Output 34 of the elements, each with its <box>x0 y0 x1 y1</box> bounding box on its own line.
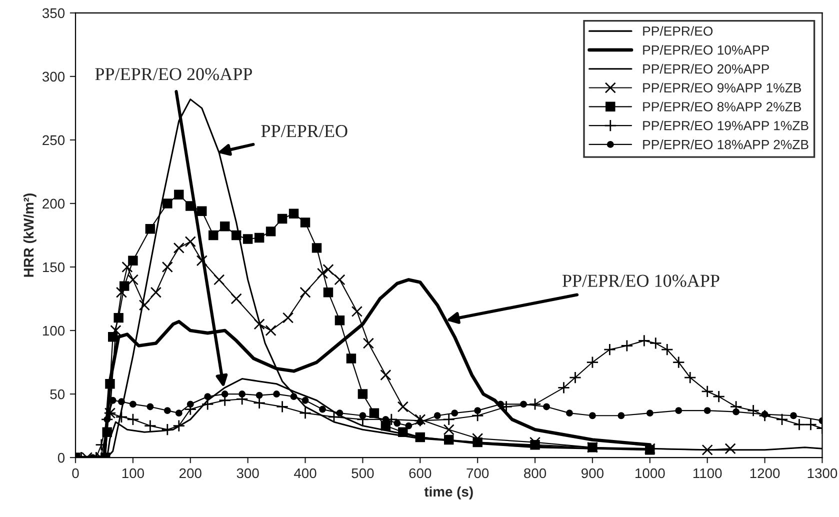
x-tick-label: 1000 <box>636 468 665 478</box>
y-tick-label: 0 <box>58 452 65 463</box>
annotation: PP/EPR/EO 20%APP <box>95 68 252 80</box>
annotation: PP/EPR/EO 10%APP <box>562 274 720 287</box>
x-tick-label: 300 <box>236 468 259 478</box>
legend-label: PP/EPR/EO <box>643 26 713 36</box>
x-tick-label: 700 <box>466 468 489 478</box>
x-tick-label: 400 <box>294 468 316 478</box>
x-tick-label: 1300 <box>808 468 838 478</box>
legend-label: PP/EPR/EO 20%APP <box>643 64 769 74</box>
y-tick-label: 250 <box>42 135 65 146</box>
x-tick-label: 100 <box>122 468 144 478</box>
x-axis-title: time (s) <box>424 486 473 500</box>
x-tick-label: 800 <box>524 468 546 478</box>
x-tick-label: 200 <box>180 468 202 478</box>
legend-label: PP/EPR/EO 18%APP 2%ZB <box>643 140 808 150</box>
x-tick-label: 500 <box>352 468 374 478</box>
y-tick-label: 350 <box>42 8 65 18</box>
y-tick-label: 150 <box>42 262 65 272</box>
x-tick-label: 1100 <box>693 468 722 478</box>
y-axis-title: HRR (kW/m²) <box>23 193 36 277</box>
x-tick-label: 900 <box>582 468 604 478</box>
x-tick-label: 0 <box>72 468 79 478</box>
annotation: PP/EPR/EO <box>261 125 348 138</box>
y-tick-label: 100 <box>42 326 65 336</box>
y-tick-label: 50 <box>50 389 65 400</box>
legend-label: PP/EPR/EO 8%APP 2%ZB <box>643 102 801 112</box>
y-tick-label: 300 <box>42 72 65 82</box>
legend-label: PP/EPR/EO 10%APP <box>643 45 769 55</box>
y-tick-label: 200 <box>42 198 65 209</box>
legend-label: PP/EPR/EO 19%APP 1%ZB <box>643 120 808 130</box>
x-tick-label: 600 <box>409 468 432 478</box>
legend-label: PP/EPR/EO 9%APP 1%ZB <box>643 82 801 92</box>
x-tick-label: 1200 <box>750 468 780 478</box>
